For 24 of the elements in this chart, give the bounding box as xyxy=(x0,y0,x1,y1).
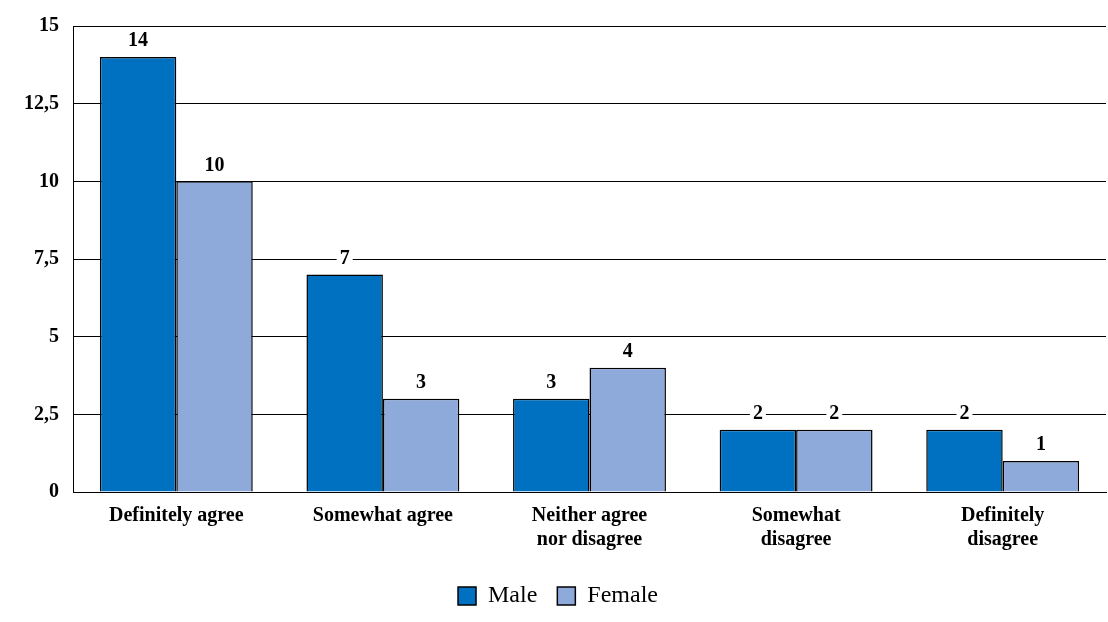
data-label: 2 xyxy=(959,401,970,424)
x-tick-label: Definitely agree xyxy=(109,503,244,527)
y-tick-label: 12,5 xyxy=(24,90,59,113)
x-tick-label: Definitely disagree xyxy=(961,503,1045,551)
data-label: 2 xyxy=(752,401,763,424)
data-label: 3 xyxy=(546,369,557,392)
y-tick-label: 15 xyxy=(39,13,59,36)
y-tick-label: 2,5 xyxy=(34,401,59,424)
legend-label: Male xyxy=(488,581,538,608)
x-tick-label: Neither agree nor disagree xyxy=(531,503,648,551)
data-label: 14 xyxy=(128,28,149,51)
x-tick-label: Somewhat disagree xyxy=(751,503,841,551)
legend-label: Female xyxy=(587,581,658,608)
data-label: 4 xyxy=(622,338,633,361)
y-tick-label: 5 xyxy=(49,323,59,346)
y-tick-label: 10 xyxy=(39,168,59,191)
data-label: 2 xyxy=(829,401,840,424)
data-label: 7 xyxy=(339,245,350,268)
data-label: 10 xyxy=(204,152,225,175)
y-tick-label: 7,5 xyxy=(34,246,59,269)
y-tick-label: 0 xyxy=(49,479,59,502)
x-tick-label: Somewhat agree xyxy=(312,503,454,527)
data-label: 1 xyxy=(1035,432,1046,455)
data-label: 3 xyxy=(416,369,427,392)
